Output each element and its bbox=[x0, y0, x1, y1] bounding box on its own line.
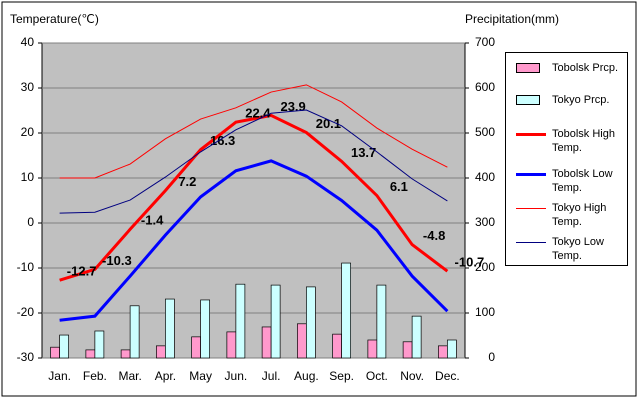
legend-swatch bbox=[516, 241, 546, 243]
x-tick-label: Jun. bbox=[225, 369, 248, 383]
bar bbox=[59, 334, 69, 359]
bar bbox=[226, 331, 237, 359]
y2-tick-label: 700 bbox=[475, 35, 495, 49]
bar bbox=[191, 336, 201, 359]
y-tick-label: 10 bbox=[21, 170, 35, 184]
legend-swatch bbox=[516, 63, 540, 73]
bar bbox=[85, 349, 96, 359]
data-label: -10.7 bbox=[455, 255, 485, 270]
legend-label: Tokyo High Temp. bbox=[552, 202, 607, 228]
y-tick-label: -30 bbox=[17, 350, 35, 364]
y2-tick-label: 400 bbox=[475, 170, 495, 184]
plot-area bbox=[41, 42, 466, 359]
bar bbox=[332, 333, 342, 359]
bar bbox=[297, 323, 307, 359]
bar bbox=[367, 339, 378, 359]
legend-label: Tobolsk Prcp. bbox=[552, 62, 619, 74]
y-tick-label: 0 bbox=[27, 215, 34, 229]
y-axis-title: Temperature(℃) bbox=[10, 12, 99, 26]
y2-tick-label: 0 bbox=[488, 350, 495, 364]
y-tick-label: -10 bbox=[17, 260, 35, 274]
x-tick-label: Dec. bbox=[435, 369, 460, 383]
data-label: -12.7 bbox=[67, 264, 97, 279]
y2-tick-label: 500 bbox=[475, 125, 495, 139]
data-label: 13.7 bbox=[351, 145, 376, 160]
line bbox=[59, 84, 448, 179]
y2-tick-label: 100 bbox=[475, 305, 495, 319]
bar bbox=[120, 349, 131, 359]
legend-swatch bbox=[516, 172, 546, 176]
legend: Tobolsk Prcp. Tokyo Prcp. Tobolsk High Tem… bbox=[505, 52, 628, 266]
legend-swatch bbox=[516, 95, 540, 105]
y-tick-label: 40 bbox=[21, 35, 35, 49]
legend-label: Tokyo Prcp. bbox=[552, 94, 610, 106]
x-tick-label: Aug. bbox=[294, 369, 319, 383]
x-tick-label: Feb. bbox=[83, 369, 107, 383]
x-tick-label: May bbox=[189, 369, 212, 383]
y2-tick-label: 600 bbox=[475, 80, 495, 94]
data-label: -4.8 bbox=[423, 228, 445, 243]
bar bbox=[306, 286, 316, 359]
data-label: 7.2 bbox=[178, 174, 196, 189]
y-tick-label: 20 bbox=[21, 125, 35, 139]
bar bbox=[402, 341, 413, 359]
bar bbox=[129, 305, 140, 359]
line bbox=[59, 159, 449, 322]
bar bbox=[156, 345, 166, 359]
data-label: 20.1 bbox=[316, 116, 341, 131]
bar bbox=[411, 315, 422, 359]
x-tick-label: Oct. bbox=[366, 369, 388, 383]
y-tick-label: -20 bbox=[17, 305, 35, 319]
bar bbox=[50, 346, 60, 359]
bar bbox=[200, 299, 210, 359]
line bbox=[59, 113, 449, 282]
bar bbox=[447, 339, 457, 359]
x-tick-label: Apr. bbox=[155, 369, 176, 383]
legend-label: Tobolsk High Temp. bbox=[552, 128, 615, 154]
data-label: 16.3 bbox=[210, 133, 235, 148]
bar bbox=[376, 284, 387, 359]
data-label: -10.3 bbox=[102, 253, 132, 268]
y2-axis-title: Precipitation(mm) bbox=[465, 12, 559, 26]
legend-swatch bbox=[516, 207, 546, 209]
legend-swatch bbox=[516, 132, 546, 136]
data-label: -1.4 bbox=[141, 213, 164, 228]
x-tick-label: Jul. bbox=[262, 369, 281, 383]
bar bbox=[94, 330, 105, 359]
legend-label: Tokyo Low Temp. bbox=[552, 236, 604, 262]
y2-tick-label: 300 bbox=[475, 215, 495, 229]
bar bbox=[165, 298, 175, 359]
data-label: 6.1 bbox=[390, 179, 408, 194]
legend-label: Tobolsk Low Temp. bbox=[552, 168, 613, 194]
x-tick-label: Nov. bbox=[400, 369, 424, 383]
y-tick-label: 30 bbox=[21, 80, 35, 94]
bar bbox=[270, 284, 281, 359]
y2-tick-label: 200 bbox=[475, 260, 495, 274]
x-tick-label: Sep. bbox=[329, 369, 354, 383]
bar bbox=[341, 262, 351, 359]
bar bbox=[261, 326, 272, 359]
line bbox=[59, 109, 448, 214]
data-label: 23.9 bbox=[280, 99, 305, 114]
bar bbox=[438, 345, 448, 359]
data-label: 22.4 bbox=[245, 106, 271, 121]
x-tick-label: Mar. bbox=[118, 369, 141, 383]
x-tick-label: Jan. bbox=[48, 369, 71, 383]
bar bbox=[235, 283, 246, 359]
